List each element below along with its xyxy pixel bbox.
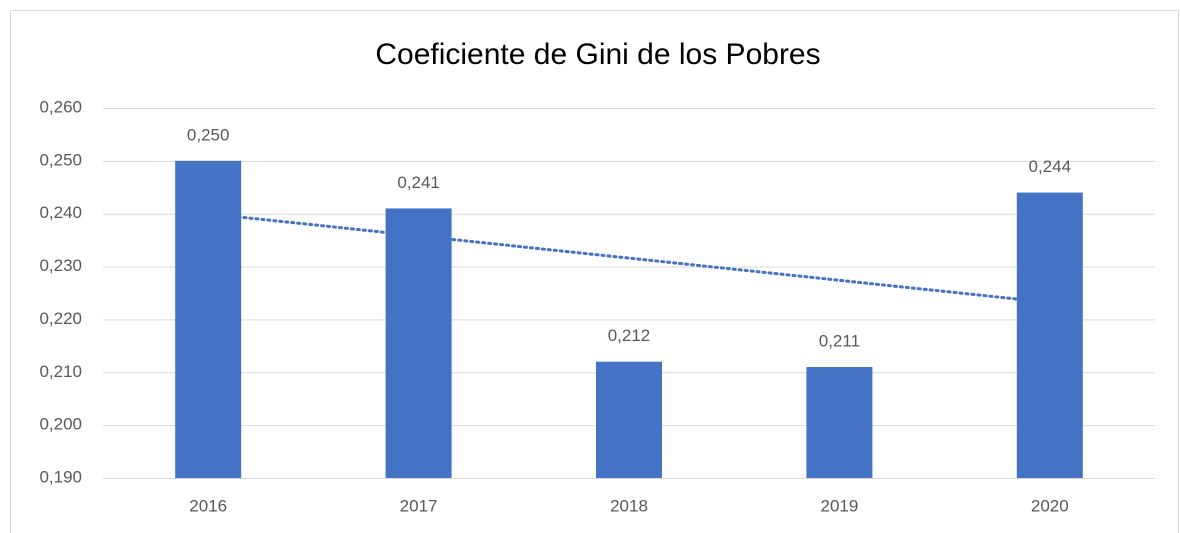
bar — [1016, 192, 1083, 479]
y-tick-label: 0,240 — [39, 203, 82, 222]
chart-title: Coeficiente de Gini de los Pobres — [375, 38, 820, 71]
x-tick-label: 2016 — [189, 496, 227, 515]
y-tick-label: 0,200 — [39, 415, 82, 434]
y-tick-label: 0,210 — [39, 362, 82, 381]
trendline — [206, 212, 1052, 305]
y-tick-label: 0,250 — [39, 150, 82, 169]
y-tick-label: 0,230 — [39, 256, 82, 275]
value-label: 0,244 — [1029, 157, 1072, 176]
value-label: 0,250 — [187, 125, 230, 144]
y-tick-label: 0,220 — [39, 309, 82, 328]
x-tick-label: 2018 — [610, 496, 648, 515]
y-tick-label: 0,190 — [39, 467, 82, 486]
x-tick-label: 2019 — [820, 496, 858, 515]
value-label: 0,212 — [608, 326, 651, 345]
x-tick-label: 2020 — [1031, 496, 1069, 515]
value-label: 0,241 — [397, 173, 440, 192]
bar — [385, 208, 452, 478]
bar — [596, 361, 662, 478]
chart-border — [10, 10, 1179, 533]
value-label: 0,211 — [819, 331, 860, 350]
y-tick-label: 0,260 — [39, 97, 82, 116]
bar — [175, 160, 242, 478]
bar — [806, 367, 873, 478]
x-tick-label: 2017 — [400, 496, 438, 515]
